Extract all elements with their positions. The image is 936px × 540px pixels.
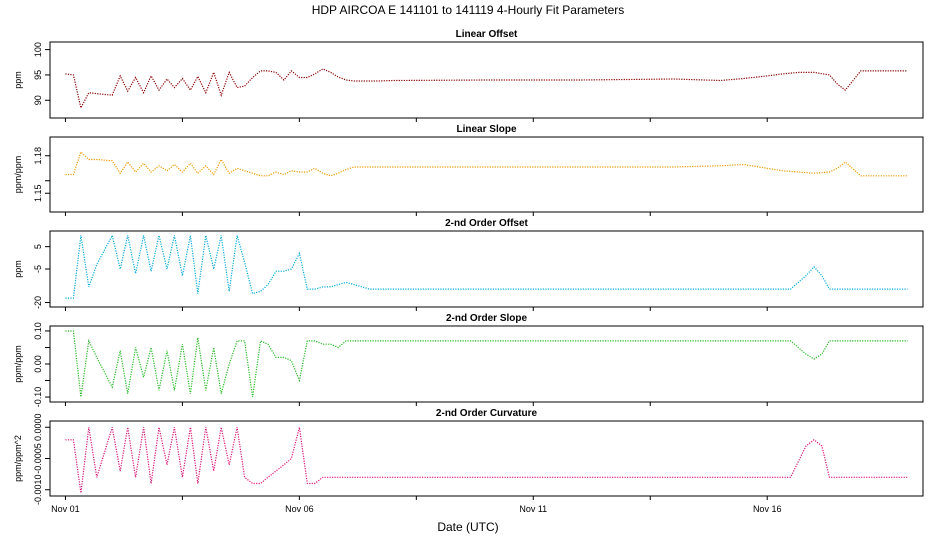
y-tick-label: 5 [33, 244, 43, 249]
panel-title: Linear Offset [456, 29, 518, 40]
x-tick-label: Nov 16 [753, 504, 782, 514]
y-tick-label: 100 [33, 42, 43, 57]
panel-frame [49, 41, 924, 119]
y-tick-label: 1.18 [33, 147, 43, 165]
y-tick-label: 0.00 [33, 355, 43, 373]
series-line [65, 427, 908, 493]
y-axis-label: ppm [13, 71, 23, 89]
x-tick-label: Nov 01 [51, 504, 80, 514]
panel-frame [49, 230, 924, 308]
panel-4: 2-nd Order Slope ppm/ppm -0.10 0.00 0.10 [13, 313, 924, 408]
x-axis-label: Date (UTC) [437, 520, 498, 534]
y-tick-label: -0.10 [33, 387, 43, 408]
x-tick-label: Nov 11 [519, 504, 547, 514]
panel-2: Linear Slope ppm/ppm 1.15 1.18 [13, 124, 924, 216]
y-tick-label: -0.0010 [33, 474, 43, 505]
y-tick-label: 1.15 [33, 184, 43, 202]
y-axis-label: ppm/ppm [13, 156, 23, 194]
y-tick-label: 95 [33, 70, 43, 80]
series-line [65, 233, 908, 299]
panel-title: 2-nd Order Offset [445, 218, 528, 229]
y-tick-label: -0.0005 [33, 443, 43, 474]
panel-title: 2-nd Order Curvature [436, 408, 538, 419]
x-tick-label: Nov 06 [285, 504, 314, 514]
series-line [65, 150, 908, 177]
y-tick-label: 0.0000 [33, 413, 43, 441]
y-tick-label: -5 [33, 265, 43, 273]
panel-3: 2-nd Order Offset ppm -20 -5 5 [13, 218, 924, 311]
panel-title: Linear Slope [456, 124, 516, 135]
panels-group: Linear Offset ppm 90 95 100 Linear Slope ppm/p… [13, 29, 924, 514]
y-axis-label: ppm [13, 260, 23, 278]
y-axis-label: ppm/ppm [13, 345, 23, 383]
y-axis-label: ppm/ppm^2 [13, 435, 23, 482]
y-tick-label: 0.10 [33, 322, 43, 340]
panel-frame [49, 420, 924, 497]
panel-1: Linear Offset ppm 90 95 100 [13, 29, 924, 122]
panel-frame [49, 136, 924, 213]
series-line [65, 68, 908, 110]
series-line [65, 330, 908, 398]
panel-5: 2-nd Order Curvature ppm/ppm^2 -0.0010-0.0… [13, 408, 924, 514]
chart-title: HDP AIRCOA E 141101 to 141119 4-Hourly F… [312, 3, 625, 17]
y-tick-label: 90 [33, 95, 43, 105]
panel-frame [49, 325, 924, 403]
y-tick-label: -20 [33, 296, 43, 309]
panel-title: 2-nd Order Slope [446, 313, 528, 324]
